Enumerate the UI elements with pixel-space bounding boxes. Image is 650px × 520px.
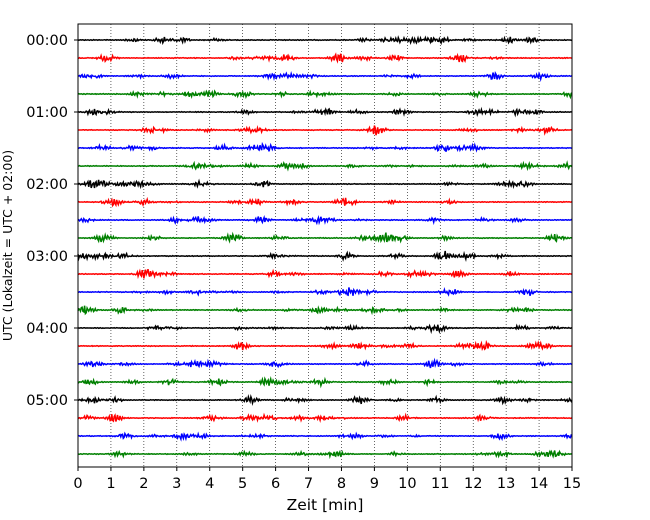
trace-line: [77, 323, 573, 335]
x-tick-label: 9: [370, 476, 379, 492]
trace-line: [77, 125, 573, 136]
trace-line: [77, 196, 573, 208]
trace-line: [77, 305, 573, 316]
y-tick-label: 04:00: [26, 321, 68, 337]
trace-line: [77, 231, 573, 244]
x-tick-label: 6: [271, 476, 280, 492]
x-tick-label: 12: [464, 476, 482, 492]
trace-series: [77, 35, 573, 460]
x-tick-label: 14: [530, 476, 548, 492]
x-tick-label: 2: [139, 476, 148, 492]
trace-line: [77, 141, 573, 153]
trace-line: [77, 339, 573, 352]
x-tick-label: 4: [205, 476, 214, 492]
trace-line: [77, 268, 573, 280]
trace-line: [77, 89, 573, 100]
trace-line: [77, 412, 573, 423]
trace-line: [77, 287, 573, 297]
y-axis-title: UTC (Lokalzeit = UTC + 02:00): [0, 150, 15, 341]
x-tick-label: 11: [431, 476, 449, 492]
y-tick-label: 05:00: [26, 393, 68, 409]
y-tick-label: 03:00: [26, 249, 68, 265]
trace-line: [77, 250, 573, 262]
trace-line: [77, 71, 573, 83]
trace-line: [77, 376, 573, 389]
x-tick-label: 15: [563, 476, 581, 492]
x-tick-label: 7: [304, 476, 313, 492]
x-tick-label: 3: [172, 476, 181, 492]
y-tick-label: 02:00: [26, 177, 68, 193]
x-axis-title: Zeit [min]: [287, 496, 364, 514]
x-tick-label: 13: [497, 476, 515, 492]
grid-lines: [110, 24, 540, 467]
trace-line: [77, 357, 573, 369]
trace-line: [77, 178, 573, 190]
x-tick-label: 8: [337, 476, 346, 492]
trace-line: [77, 160, 573, 172]
x-tick-label: 1: [106, 476, 115, 492]
trace-line: [77, 52, 573, 64]
plot-frame: [77, 23, 573, 468]
trace-line: [77, 449, 573, 460]
trace-line: [77, 393, 573, 407]
trace-line: [77, 106, 573, 118]
y-axis: 00:00 01:00 02:00 03:00 04:00 05:00: [26, 33, 78, 409]
trace-line: [77, 431, 573, 442]
x-axis: 0 1 2 3 4 5 6 7 8 9 10 11 12 13 14 15: [73, 467, 581, 492]
x-tick-label: 5: [238, 476, 247, 492]
x-tick-label: 0: [73, 476, 82, 492]
y-tick-label: 01:00: [26, 105, 68, 121]
trace-line: [77, 214, 573, 226]
x-tick-label: 10: [398, 476, 416, 492]
trace-line: [77, 35, 573, 46]
y-tick-label: 00:00: [26, 33, 68, 49]
